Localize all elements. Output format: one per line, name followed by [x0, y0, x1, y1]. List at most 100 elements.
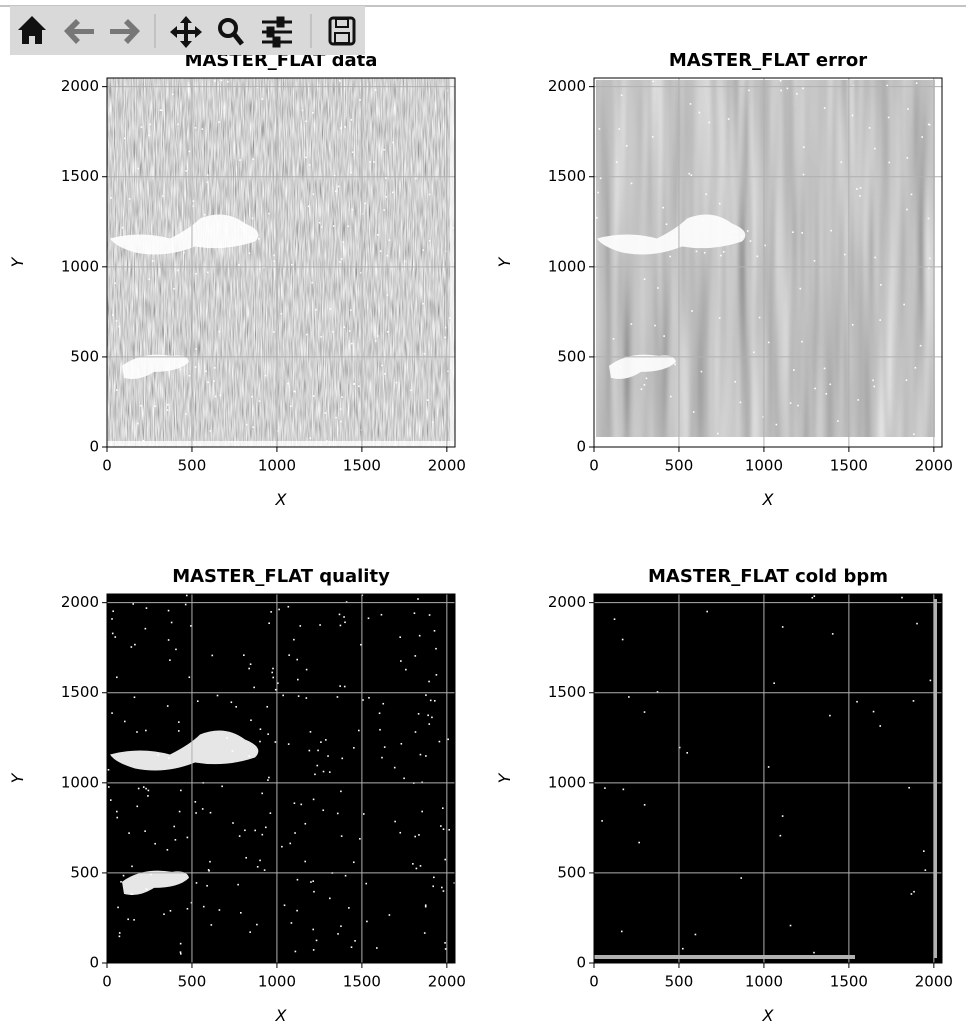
- speckle: [179, 942, 182, 945]
- axes-title: MASTER_FLAT quality: [172, 566, 390, 587]
- speckle: [350, 309, 352, 311]
- speckle: [799, 287, 802, 290]
- speckle: [293, 390, 296, 392]
- speckle: [326, 440, 328, 442]
- y-tick-label: 1000: [61, 773, 99, 791]
- speckle: [596, 217, 598, 219]
- speckle: [856, 188, 858, 190]
- speckle: [681, 947, 684, 950]
- x-tick-label: 1000: [745, 973, 783, 991]
- speckle: [195, 348, 197, 350]
- speckle: [350, 171, 353, 174]
- speckle: [643, 711, 646, 713]
- speckle: [796, 93, 798, 95]
- speckle: [767, 766, 770, 768]
- speckle: [134, 643, 136, 646]
- image-noise: [107, 78, 455, 447]
- zoom-button[interactable]: [218, 18, 244, 46]
- speckle: [344, 874, 347, 877]
- pan-button[interactable]: [170, 16, 202, 48]
- speckle: [388, 914, 391, 916]
- speckle: [405, 668, 407, 671]
- speckle: [924, 869, 927, 871]
- feature: [122, 870, 189, 895]
- speckle: [287, 605, 290, 608]
- axes: 0 500 1000 1500 2000 0 500 1000 1500 2000 MASTER_F…: [495, 50, 953, 509]
- speckle: [700, 370, 703, 373]
- speckle: [442, 828, 445, 830]
- x-tick-label: 500: [665, 973, 694, 991]
- speckle: [748, 89, 750, 92]
- speckle: [252, 158, 254, 161]
- speckle: [927, 217, 930, 220]
- speckle: [789, 924, 792, 927]
- speckle: [856, 700, 858, 703]
- speckle: [173, 825, 176, 828]
- speckle: [256, 865, 259, 868]
- speckle: [716, 432, 719, 435]
- speckle: [813, 259, 816, 262]
- speckle: [259, 740, 261, 743]
- x-tick-label: 0: [589, 973, 599, 991]
- speckle: [739, 401, 742, 404]
- feature: [122, 354, 189, 379]
- speckle: [195, 812, 197, 814]
- speckle: [625, 144, 628, 147]
- speckle: [340, 258, 343, 260]
- speckle: [366, 920, 368, 923]
- speckle: [441, 807, 444, 809]
- speckle: [230, 216, 233, 219]
- speckle: [674, 363, 676, 366]
- back-button[interactable]: [64, 19, 94, 44]
- speckle: [338, 613, 341, 616]
- speckle: [163, 913, 165, 916]
- speckle: [914, 366, 917, 369]
- speckle: [166, 409, 169, 411]
- axes-title: MASTER_FLAT cold bpm: [648, 566, 888, 587]
- speckle: [167, 609, 170, 612]
- speckle: [142, 439, 145, 442]
- speckle: [879, 319, 881, 321]
- speckle: [814, 387, 816, 390]
- speckle: [250, 719, 252, 722]
- speckle: [678, 746, 681, 749]
- speckle: [428, 239, 431, 242]
- speckle: [313, 890, 315, 893]
- speckle: [350, 118, 353, 121]
- configure-button[interactable]: [262, 16, 292, 48]
- speckle: [350, 946, 353, 948]
- speckle: [170, 621, 173, 624]
- speckle: [671, 236, 674, 239]
- speckle: [324, 412, 327, 414]
- speckle: [128, 198, 131, 200]
- speckle: [415, 177, 417, 180]
- speckle: [192, 200, 195, 202]
- speckle: [414, 731, 417, 733]
- speckle: [267, 733, 269, 735]
- speckle: [352, 861, 355, 864]
- speckle: [206, 884, 208, 887]
- speckle: [250, 395, 253, 398]
- speckle: [145, 888, 148, 891]
- x-tick-label: 1500: [343, 973, 381, 991]
- speckle: [289, 405, 292, 407]
- save-button[interactable]: [328, 16, 356, 46]
- speckle: [374, 340, 377, 342]
- speckle: [145, 251, 148, 254]
- speckle: [336, 812, 339, 815]
- speckle: [369, 161, 371, 163]
- speckle: [418, 634, 421, 637]
- speckle: [133, 696, 136, 699]
- home-button[interactable]: [18, 16, 46, 44]
- speckle: [186, 907, 189, 910]
- speckle: [613, 618, 616, 620]
- speckle: [108, 786, 110, 788]
- speckle: [274, 688, 277, 691]
- speckle: [441, 886, 443, 889]
- forward-button[interactable]: [110, 19, 140, 44]
- speckle: [278, 608, 280, 611]
- speckle: [209, 811, 212, 814]
- speckle: [874, 147, 876, 150]
- speckle: [116, 816, 119, 819]
- speckle: [312, 949, 315, 951]
